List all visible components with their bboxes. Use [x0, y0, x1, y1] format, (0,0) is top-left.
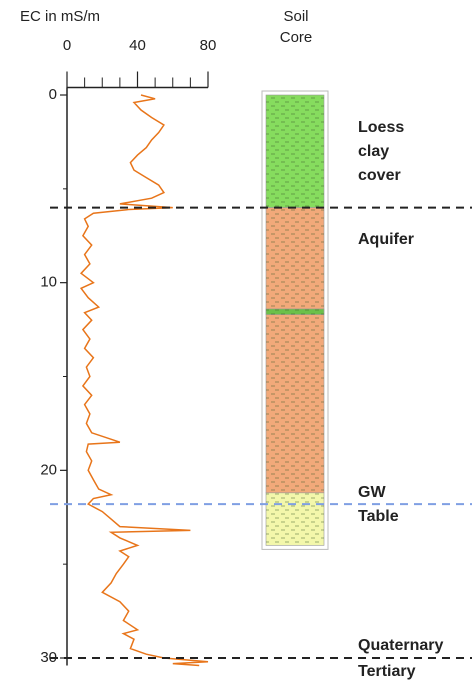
annotation: clay: [358, 143, 389, 160]
annotation: Tertiary: [358, 663, 416, 680]
core-texture: [266, 492, 324, 546]
annotation: cover: [358, 167, 401, 184]
core-title: Soil: [283, 8, 308, 25]
annotation: Loess: [358, 119, 404, 136]
y-tick-label: 0: [49, 86, 57, 103]
chart-title: EC in mS/m: [20, 8, 100, 25]
x-tick-label: 40: [129, 37, 146, 54]
annotation: GW: [358, 484, 386, 501]
ec-line: [79, 94, 209, 667]
y-tick-label: 30: [40, 649, 57, 666]
core-texture: [266, 308, 324, 315]
core-frame: [261, 90, 329, 550]
core-title: Core: [280, 29, 313, 46]
annotation: Table: [358, 508, 399, 525]
annotation: Quaternary: [358, 637, 443, 654]
x-tick-label: 80: [200, 37, 217, 54]
annotation: Aquifer: [358, 231, 414, 248]
x-tick-label: 0: [63, 37, 71, 54]
core-texture: [266, 95, 324, 208]
y-tick-label: 20: [40, 461, 57, 478]
core-texture: [266, 207, 324, 493]
y-tick-label: 10: [40, 274, 57, 291]
